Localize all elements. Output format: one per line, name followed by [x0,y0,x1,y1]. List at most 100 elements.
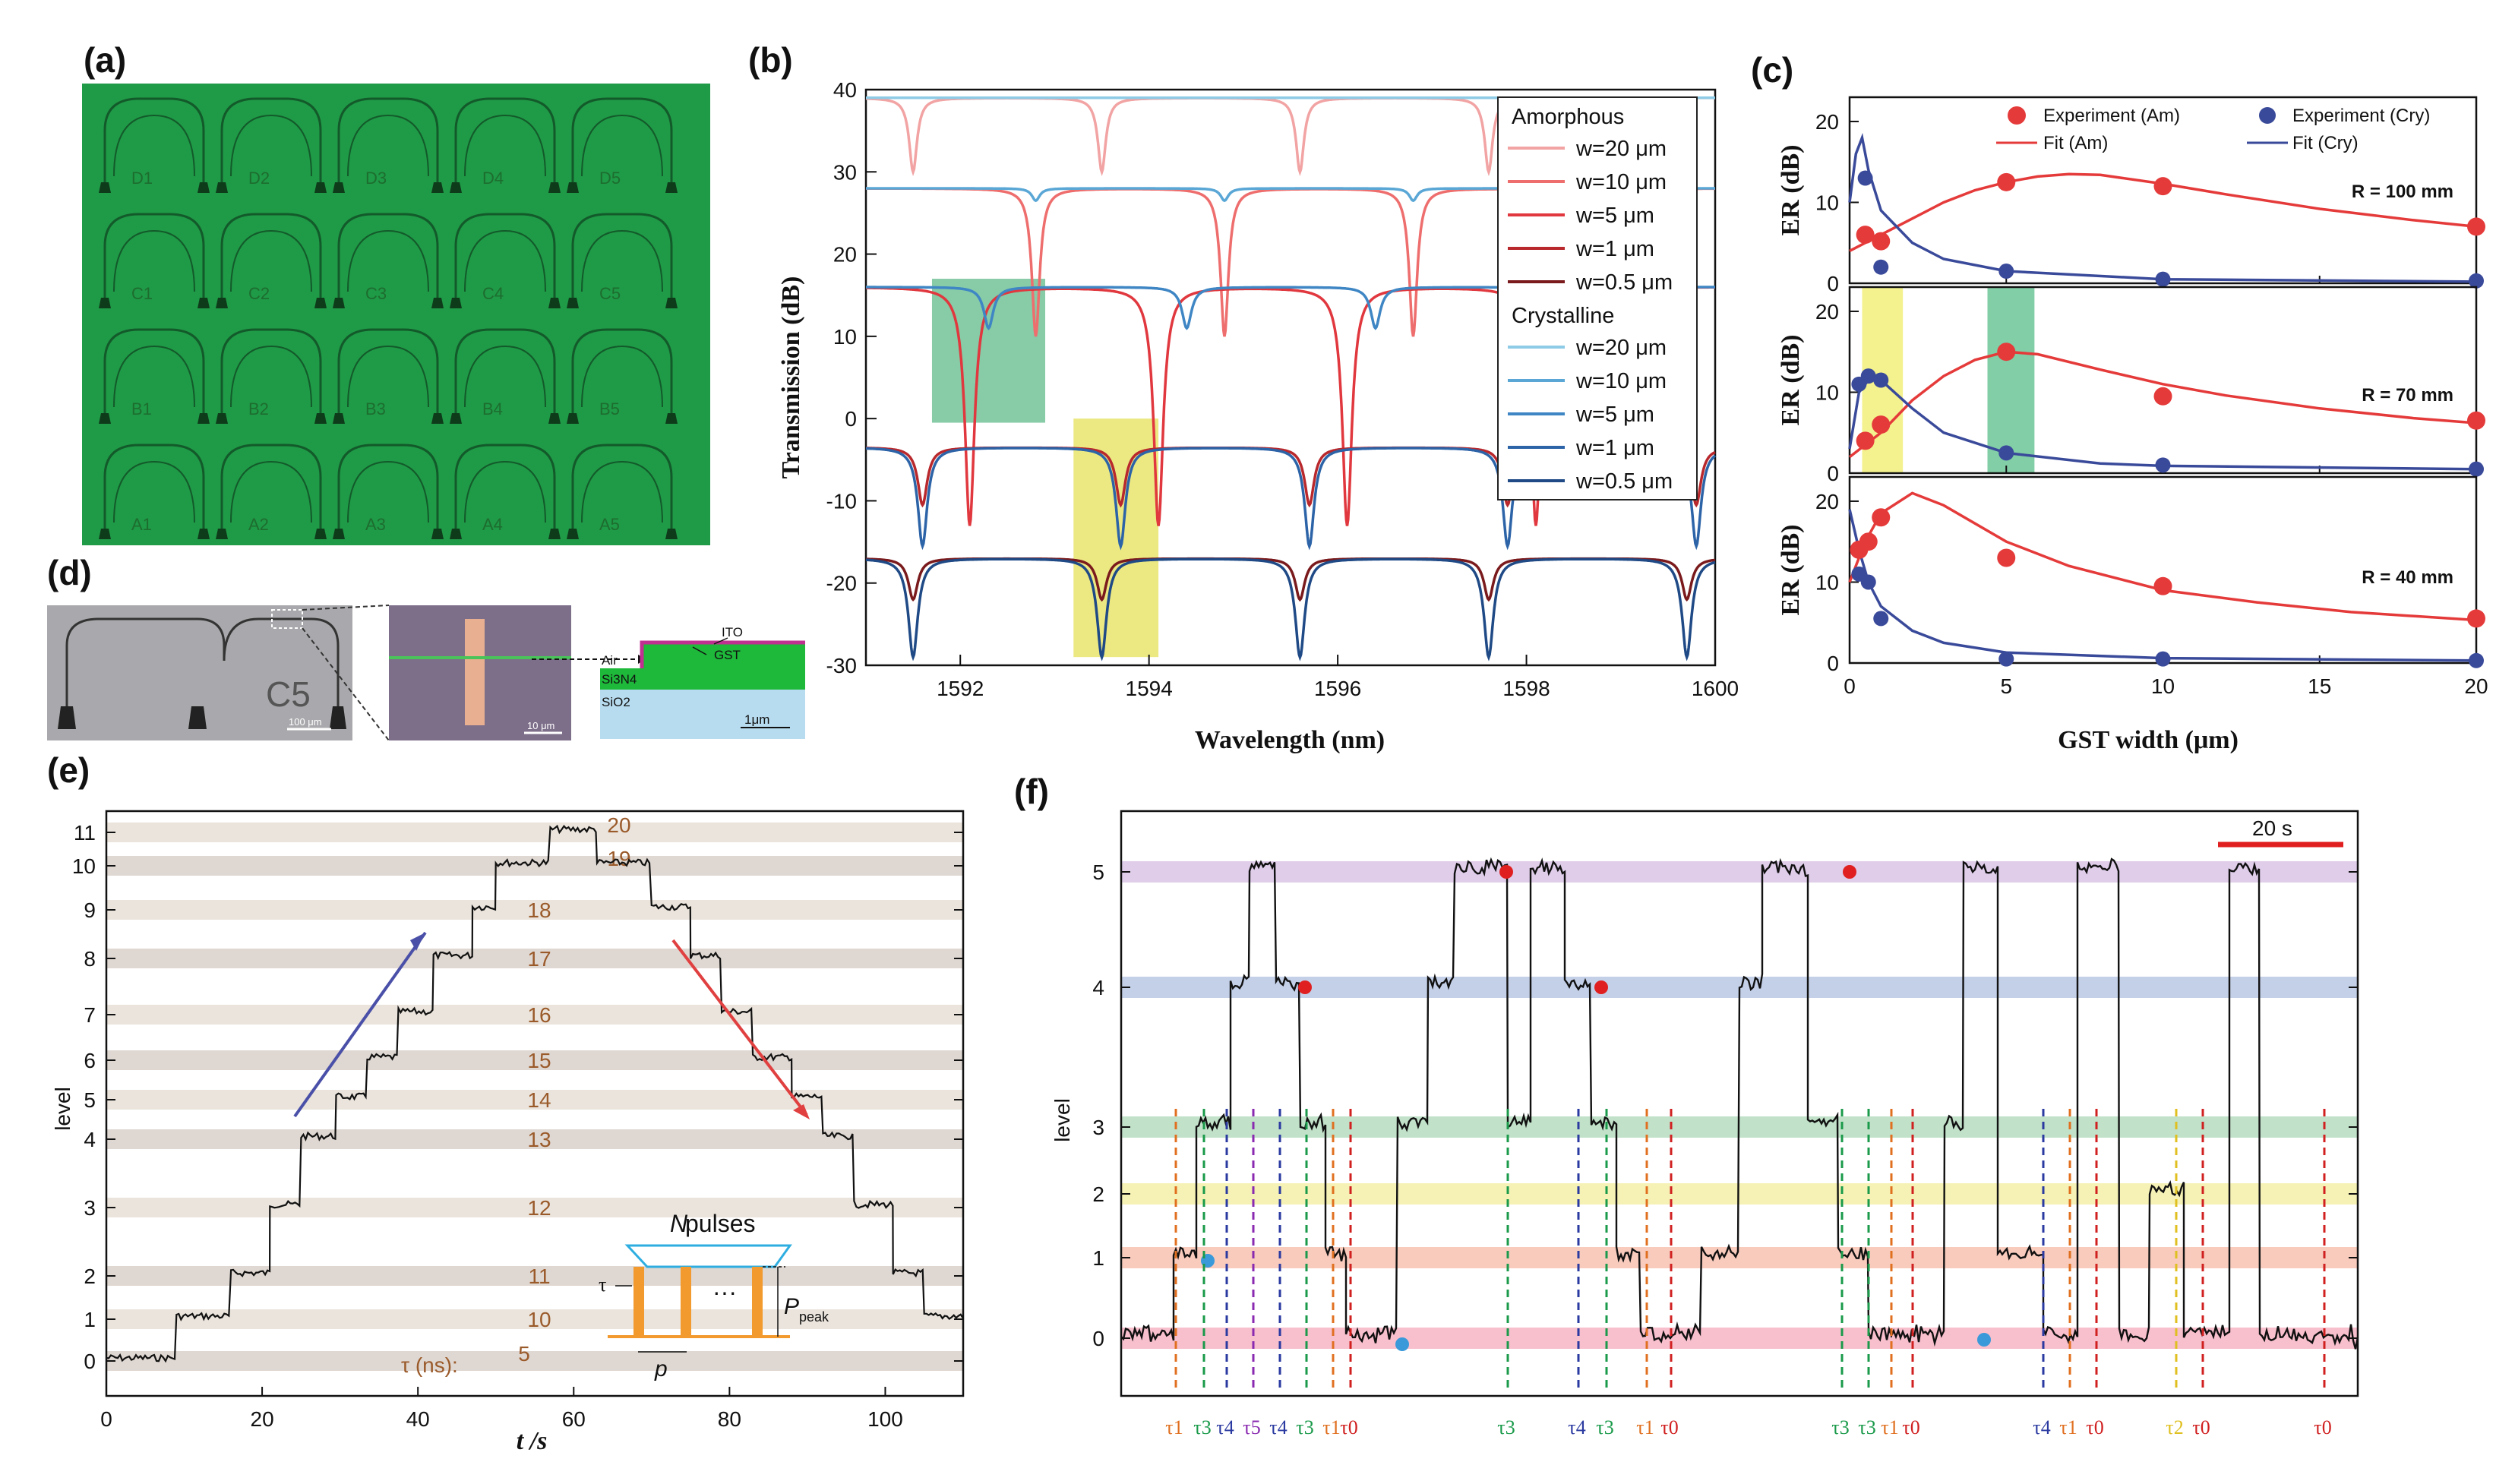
level-band [106,1198,963,1217]
y-tick-label: 9 [84,898,96,922]
panel-label-f: (f) [1014,772,1049,811]
y-tick-label: 30 [833,160,857,184]
device-label: A4 [482,515,503,534]
ylabel-c: ER (dB) [1777,145,1805,236]
exp-am-point [2153,387,2172,406]
y-tick-label: 5 [1092,860,1104,884]
fit-cry-line [1848,132,2477,283]
y-tick-label: 4 [1092,976,1104,999]
exp-am-point [2153,576,2172,595]
ring-inner [347,114,429,177]
ring-resonator [337,328,439,413]
er-vs-width-chart: 0 10 20 R = 100 mm ER (dB) 0 10 20 R = 70 mm ER (… [1777,96,2488,754]
device-label: A5 [599,515,620,534]
x-tick-label: 0 [100,1407,112,1431]
grating-coupler [333,298,345,308]
tau-label: τ0 [2314,1416,2331,1438]
tau-label: τ3 [1596,1416,1613,1438]
device-label: A1 [131,515,152,534]
y-tick-label: 20 [833,243,857,267]
y-tick-label: 10 [72,854,96,878]
ring-resonator [103,213,205,298]
x-tick-label: 5 [2000,674,2012,698]
pulse-inset: N pulses ··· P peak τ p [599,1210,829,1381]
exp-cry-point [1873,372,1889,388]
panel-label-b: (b) [748,40,793,80]
tau-value: 11 [528,1265,550,1288]
y-tick-label: -10 [826,489,857,513]
inset-bracket [624,1244,792,1268]
y-tick-label: 6 [84,1049,96,1072]
ring-waveguide [65,617,340,706]
ylabel-e: level [51,1087,74,1131]
ring-inner [113,345,195,408]
grating-coupler [333,182,345,193]
zoom-line-top [302,605,390,611]
ring-inner [464,345,546,408]
event-marker [1298,980,1312,994]
x-tick-label: 20 [2464,674,2488,698]
inset-tau: τ [599,1274,606,1296]
level-trace [1120,857,2359,1350]
event-marker [1977,1333,1991,1347]
grating-coupler-mid [188,706,207,729]
scale-label-f: 20 s [2252,816,2292,840]
tau-ns-label: τ (ns): [401,1353,458,1377]
ring-inner [230,114,312,177]
transmission-series [865,557,1716,661]
device-label: D2 [248,169,270,188]
layer-ito [640,640,805,668]
scale-label-1: 100 μm [289,716,322,728]
exp-am-point [2467,411,2485,430]
ring-resonator [103,328,205,413]
tau-label: τ1 [2059,1416,2077,1438]
tau-label: τ0 [1902,1416,1919,1438]
ring-resonator [220,213,322,298]
device-label: C5 [599,284,621,303]
exp-am-point [1872,508,1891,527]
tau-label: τ0 [1340,1416,1357,1438]
grating-coupler [548,182,561,193]
ring-resonator [337,444,439,529]
device-label: C3 [365,284,387,303]
inset-ppeak-sub: peak [799,1309,829,1325]
label-sio2: SiO2 [602,695,630,709]
zoom-box [271,609,303,629]
scale-label-3: 1μm [744,712,769,727]
level-band [106,1351,963,1371]
grating-coupler [99,413,111,424]
tau-label: τ2 [2166,1416,2183,1438]
ring-inner [581,229,663,292]
exp-am-point [2467,609,2485,628]
y-tick-label: 0 [1827,462,1839,485]
subplot-radius-label: R = 70 mm [2362,385,2453,406]
grating-coupler [216,529,228,539]
xlabel-e: t /s [517,1427,548,1455]
ring-resonator [454,97,556,182]
ring-inner [230,460,312,523]
tau-label: τ4 [1568,1416,1585,1438]
arrow-up [293,931,427,1118]
y-tick-label: 20 [1815,110,1839,134]
device-label: B5 [599,399,620,418]
transmission-series [865,557,1716,602]
exp-cry-point [1873,259,1889,275]
fit-am-line [1849,172,2477,252]
exp-cry-point [2155,457,2171,473]
legend-title-amorphous: Amorphous [1512,105,1624,129]
event-marker [1594,980,1608,994]
tau-value: 17 [527,947,551,971]
level-band [106,1129,963,1149]
grating-coupler [665,413,678,424]
exp-cry-point [1873,611,1889,627]
subplot-radius-label: R = 100 mm [2352,182,2453,202]
grating-coupler [216,182,228,193]
grating-coupler [197,529,210,539]
grating-coupler [431,529,444,539]
level-band [106,1005,963,1025]
device-label: B2 [248,399,269,418]
exp-am-point [1856,226,1875,245]
device-label: A2 [248,515,269,534]
grating-coupler [548,529,561,539]
